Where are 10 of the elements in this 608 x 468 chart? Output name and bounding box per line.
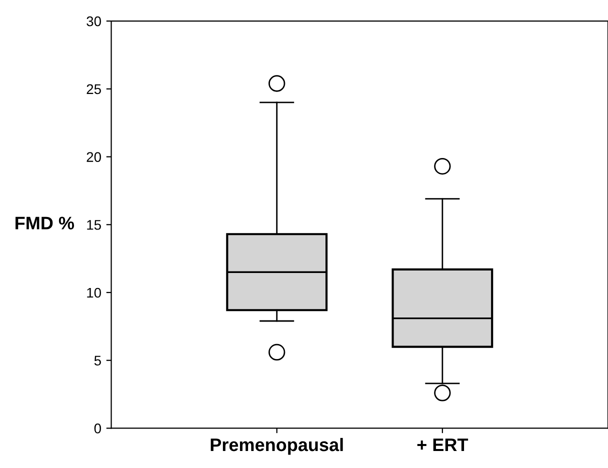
x-tick-label: Premenopausal	[210, 438, 343, 455]
x-tick-label: + ERT	[417, 438, 468, 452]
y-tick-label: 0	[94, 424, 101, 434]
y-tick-label: 20	[86, 152, 101, 162]
y-axis-title: FMD %	[16, 216, 74, 230]
y-tick-label: 30	[86, 16, 101, 26]
y-tick-label: 25	[86, 84, 101, 94]
y-tick-label: 15	[87, 220, 101, 230]
y-tick-label: 5	[94, 356, 101, 366]
y-tick-label: 10	[87, 288, 101, 298]
